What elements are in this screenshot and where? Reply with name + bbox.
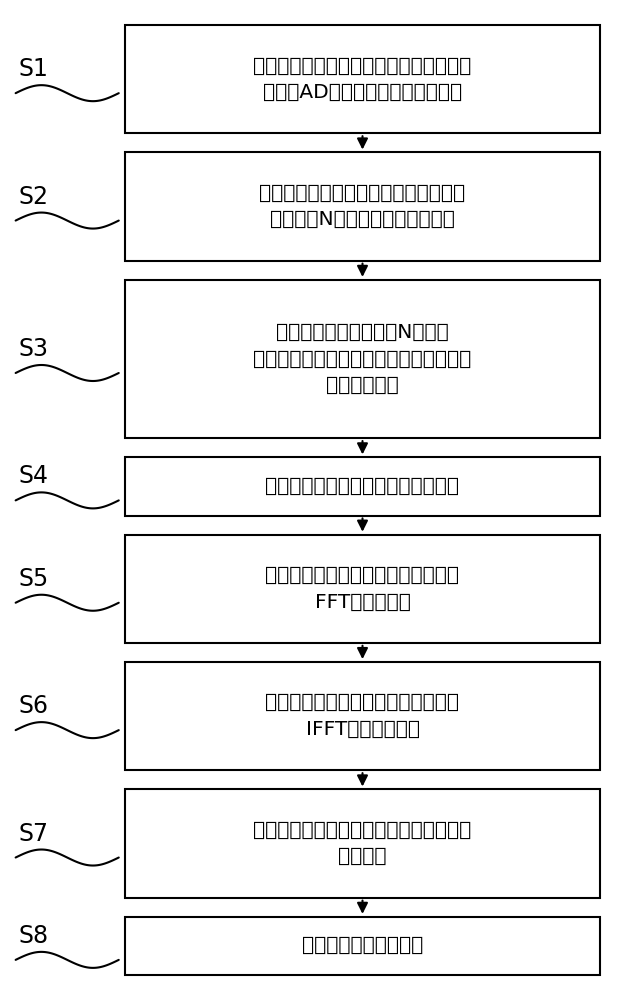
Text: 对最大值进行门限判决: 对最大值进行门限判决	[302, 936, 423, 955]
Text: 对本地伪码发生器输出的伪码信号做
FFT，并取共轭: 对本地伪码发生器输出的伪码信号做 FFT，并取共轭	[266, 566, 459, 611]
Bar	[125, 789, 600, 898]
Bar	[125, 457, 600, 516]
Text: 本地载波发生器根据设定的频率捕获步
长，产生N路不通频率的本地载波: 本地载波发生器根据设定的频率捕获步 长，产生N路不通频率的本地载波	[259, 184, 466, 229]
Bar	[125, 152, 600, 261]
Text: S2: S2	[19, 185, 49, 209]
Bar	[125, 917, 600, 975]
Text: 接收北斗卫星信号，对接收到的卫星信号
降频、AD转换，得到中频数字信号: 接收北斗卫星信号，对接收到的卫星信号 降频、AD转换，得到中频数字信号	[253, 56, 472, 102]
Text: S6: S6	[19, 694, 49, 718]
Text: 取各支路结果最大值，并记录对应的本地
载波频率: 取各支路结果最大值，并记录对应的本地 载波频率	[253, 821, 472, 866]
Text: S7: S7	[19, 822, 49, 846]
Text: S5: S5	[19, 567, 49, 591]
Text: S4: S4	[19, 464, 49, 488]
Text: S8: S8	[19, 924, 49, 948]
Text: S1: S1	[19, 57, 49, 81]
Bar	[125, 280, 600, 438]
Text: S3: S3	[19, 337, 49, 361]
Bar	[125, 25, 600, 133]
Bar	[125, 535, 600, 643]
Text: 对各支路的复信号做快速傅里叶变换: 对各支路的复信号做快速傅里叶变换	[266, 477, 459, 496]
Text: 将中频数字信号依次和N路本地
载波的同相和正交分量相乘，得到各支路
基带的复信号: 将中频数字信号依次和N路本地 载波的同相和正交分量相乘，得到各支路 基带的复信号	[253, 323, 472, 395]
Text: 将以上两步的结果相乘，并将乘积做
IFFT，然后取平方: 将以上两步的结果相乘，并将乘积做 IFFT，然后取平方	[266, 693, 459, 739]
Bar	[125, 662, 600, 770]
